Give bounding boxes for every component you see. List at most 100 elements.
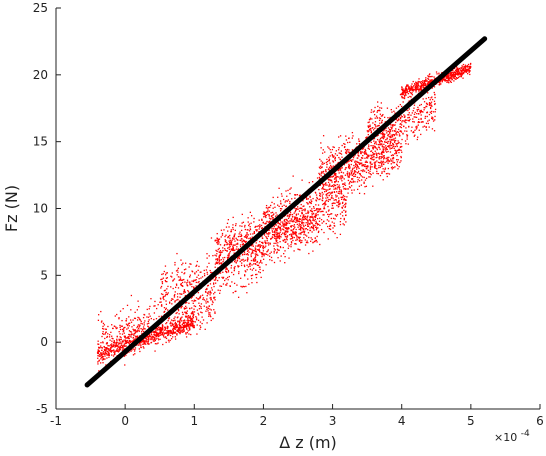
scatter-point xyxy=(163,295,165,298)
scatter-point xyxy=(430,79,432,81)
scatter-point xyxy=(453,77,455,79)
scatter-point xyxy=(254,226,256,228)
scatter-point xyxy=(159,338,161,340)
scatter-point xyxy=(188,333,190,335)
scatter-point xyxy=(311,210,313,212)
scatter-point xyxy=(295,234,298,237)
fit-line xyxy=(84,36,488,388)
scatter-point xyxy=(343,146,346,149)
scatter-point xyxy=(279,246,282,249)
scatter-point xyxy=(424,107,426,109)
scatter-point xyxy=(234,265,236,268)
scatter-point xyxy=(313,209,315,212)
scatter-point xyxy=(184,307,187,310)
scatter-point xyxy=(289,238,292,240)
scatter-point xyxy=(340,196,342,199)
scatter-point xyxy=(163,333,166,335)
scatter-point xyxy=(335,180,338,182)
scatter-point xyxy=(255,242,257,244)
scatter-point xyxy=(295,231,297,234)
scatter-point xyxy=(230,229,232,231)
scatter-point xyxy=(200,307,202,310)
scatter-point xyxy=(251,251,254,253)
scatter-point xyxy=(111,324,113,326)
scatter-point xyxy=(162,332,164,334)
scatter-point xyxy=(105,331,107,334)
scatter-point xyxy=(243,253,246,256)
scatter-point xyxy=(107,345,109,347)
scatter-point xyxy=(250,252,253,254)
x-tick-label: 4 xyxy=(398,414,406,428)
scatter-point xyxy=(406,84,408,86)
scatter-point xyxy=(354,166,357,168)
scatter-point xyxy=(311,222,313,224)
scatter-point xyxy=(283,225,285,228)
scatter-point xyxy=(324,201,326,203)
scatter-point xyxy=(218,261,221,263)
scatter-point xyxy=(260,252,262,254)
scatter-point xyxy=(214,296,216,298)
scatter-point xyxy=(397,140,399,142)
scatter-point xyxy=(114,350,116,352)
scatter-point xyxy=(100,345,102,347)
scatter-point xyxy=(161,305,163,307)
scatter-point xyxy=(449,73,452,75)
scatter-point xyxy=(272,218,274,221)
scatter-point xyxy=(241,213,243,216)
scatter-point xyxy=(415,88,417,90)
scatter-point xyxy=(405,89,408,91)
scatter-point xyxy=(309,195,311,197)
scatter-point xyxy=(211,271,213,274)
scatter-point xyxy=(338,186,340,188)
scatter-point xyxy=(432,117,434,119)
scatter-point xyxy=(339,233,342,236)
scatter-point xyxy=(160,301,162,303)
scatter-point xyxy=(339,191,341,193)
scatter-point xyxy=(193,324,195,327)
scatter-point xyxy=(128,342,130,345)
scatter-point xyxy=(372,111,374,113)
scatter-point xyxy=(317,227,319,229)
scatter-point xyxy=(340,189,343,191)
scatter-point xyxy=(251,250,254,252)
scatter-point xyxy=(172,327,174,330)
scatter-point xyxy=(309,222,311,225)
scatter-point xyxy=(131,349,133,351)
scatter-point xyxy=(168,301,171,303)
scatter-point xyxy=(396,159,398,161)
scatter-point xyxy=(364,150,367,152)
scatter-point xyxy=(185,322,188,324)
scatter-point xyxy=(176,324,178,326)
scatter-point xyxy=(228,255,230,257)
scatter-point xyxy=(205,269,208,271)
scatter-point xyxy=(379,107,381,109)
x-tick-label: 3 xyxy=(329,414,337,428)
scatter-point xyxy=(384,161,386,164)
scatter-point xyxy=(300,233,302,235)
scatter-point xyxy=(347,165,350,167)
scatter-point xyxy=(172,329,174,331)
scatter-point xyxy=(311,231,313,233)
scatter-point xyxy=(345,214,347,216)
scatter-point xyxy=(433,100,436,102)
scatter-point xyxy=(434,102,436,105)
scatter-point xyxy=(341,211,343,213)
scatter-point xyxy=(287,199,290,201)
scatter-point xyxy=(261,245,263,247)
scatter-point xyxy=(306,216,308,218)
scatter-point xyxy=(117,351,120,353)
scatter-point xyxy=(328,158,331,160)
scatter-point xyxy=(311,208,313,210)
scatter-point xyxy=(280,193,283,195)
scatter-point xyxy=(198,305,201,307)
scatter-point xyxy=(285,219,288,221)
scatter-point xyxy=(254,247,256,249)
scatter-point xyxy=(222,277,224,280)
scatter-point xyxy=(207,307,209,309)
scatter-point xyxy=(378,119,381,122)
scatter-point xyxy=(279,227,282,230)
scatter-point xyxy=(148,322,150,324)
scatter-point xyxy=(379,144,381,146)
scatter-point xyxy=(224,279,226,282)
scatter-point xyxy=(302,228,305,230)
